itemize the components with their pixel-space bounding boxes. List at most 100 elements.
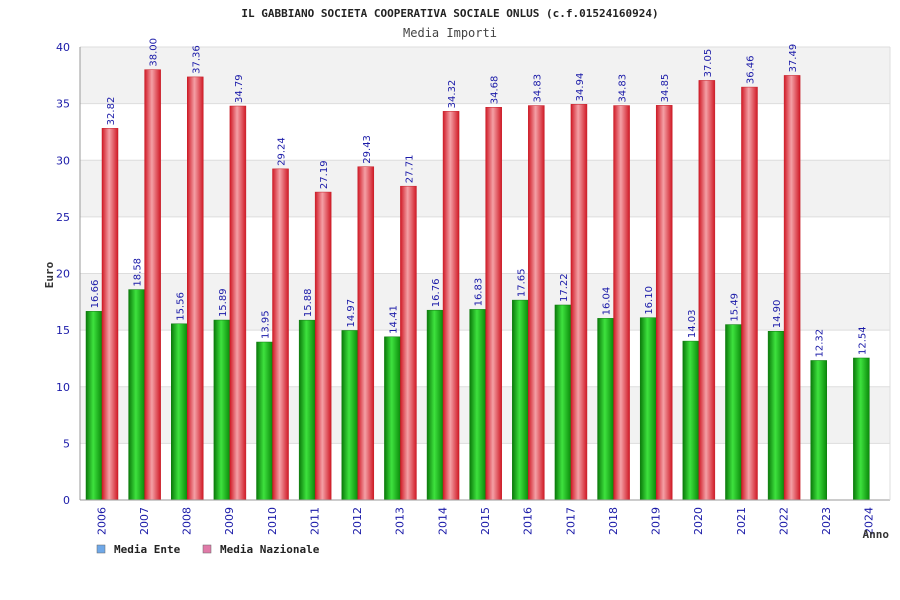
bar-media-ente xyxy=(597,318,614,501)
bar-media-ente xyxy=(213,319,231,501)
bar-data-label: 15.88 xyxy=(303,289,314,318)
bar-media-nazionale xyxy=(314,191,332,501)
bar-media-ente xyxy=(341,330,359,501)
bar-data-label: 17.65 xyxy=(516,268,527,297)
x-tick-label: 2020 xyxy=(692,507,705,535)
bar-data-label: 14.03 xyxy=(687,309,698,338)
y-tick-label: 30 xyxy=(56,154,70,167)
legend-swatch xyxy=(202,544,212,554)
bar-media-ente xyxy=(85,311,103,501)
bar-media-ente xyxy=(256,341,273,501)
x-tick-label: 2013 xyxy=(394,507,407,535)
bar-data-label: 16.76 xyxy=(431,279,442,308)
chart-subtitle: Media Importi xyxy=(403,26,497,40)
y-tick-label: 20 xyxy=(56,268,70,281)
bar-media-nazionale xyxy=(400,185,417,501)
x-tick-label: 2012 xyxy=(351,507,364,535)
bar-media-ente xyxy=(725,324,742,501)
bar-data-label: 27.71 xyxy=(404,155,415,184)
x-tick-label: 2017 xyxy=(564,507,577,535)
legend-swatch xyxy=(96,544,106,554)
legend-label: Media Ente xyxy=(114,543,181,556)
bar-data-label: 34.85 xyxy=(660,74,671,103)
bar-data-label: 17.22 xyxy=(559,273,570,302)
y-tick-label: 10 xyxy=(56,381,70,394)
bar-data-label: 37.36 xyxy=(191,45,202,74)
bar-data-label: 32.82 xyxy=(106,97,117,126)
bar-media-nazionale xyxy=(187,76,204,501)
bar-data-label: 18.58 xyxy=(133,258,144,287)
bar-data-label: 16.66 xyxy=(90,280,101,309)
x-axis-label: Anno xyxy=(863,528,890,541)
x-tick-label: 2019 xyxy=(650,507,663,535)
x-tick-label: 2023 xyxy=(820,507,833,535)
x-tick-label: 2010 xyxy=(266,507,279,535)
bar-media-ente xyxy=(384,336,401,501)
x-tick-label: 2008 xyxy=(181,507,194,535)
axes xyxy=(79,47,891,501)
x-tick-label: 2007 xyxy=(138,507,151,535)
bar-media-nazionale xyxy=(144,69,161,501)
bar-media-ente xyxy=(469,309,486,501)
bar-media-nazionale xyxy=(528,105,545,501)
bar-data-label: 14.97 xyxy=(346,299,357,328)
x-tick-label: 2009 xyxy=(223,507,236,535)
bar-media-nazionale xyxy=(570,104,588,501)
bar-media-nazionale xyxy=(741,86,758,501)
bar-data-label: 13.95 xyxy=(261,310,272,339)
bar-media-ente xyxy=(426,309,444,501)
bar-data-label: 38.00 xyxy=(149,38,160,67)
bar-media-ente xyxy=(639,317,657,501)
bar-data-label: 29.43 xyxy=(362,135,373,164)
bar-labels: 16.66 32.82 18.58 38.00 15.56 37.36 15.89 34.79… xyxy=(90,38,868,357)
bar-data-label: 34.83 xyxy=(618,74,629,103)
bar-media-ente xyxy=(512,299,529,501)
bar-data-label: 12.54 xyxy=(857,326,868,355)
y-tick-label: 40 xyxy=(56,41,70,54)
bar-data-label: 16.10 xyxy=(644,286,655,315)
bar-data-label: 34.83 xyxy=(532,74,543,103)
y-tick-label: 35 xyxy=(56,98,70,111)
bar-data-label: 16.04 xyxy=(602,287,613,316)
y-axis-label: Euro xyxy=(43,261,56,288)
bar-media-nazionale xyxy=(485,106,502,501)
bar-media-ente xyxy=(171,323,188,501)
bar-data-label: 27.19 xyxy=(319,160,330,189)
bar-media-ente xyxy=(810,360,827,501)
bar-media-ente xyxy=(682,340,700,501)
bar-data-label: 34.68 xyxy=(490,76,501,105)
bar-data-label: 14.41 xyxy=(388,305,399,334)
x-tick-labels: 2006 2007 2008 2009 2010 2011 2012 2013 2014 2015… xyxy=(95,507,875,535)
bar-data-label: 14.90 xyxy=(772,300,783,329)
bar-media-ente xyxy=(767,331,785,501)
bar-media-nazionale xyxy=(229,105,247,501)
chart-title: IL GABBIANO SOCIETA COOPERATIVA SOCIALE … xyxy=(241,7,658,20)
bar-media-nazionale xyxy=(655,105,673,501)
bar-data-label: 16.83 xyxy=(474,278,485,307)
bar-media-ente xyxy=(128,289,145,501)
bar-media-nazionale xyxy=(357,166,375,501)
bar-data-label: 34.32 xyxy=(447,80,458,109)
x-tick-label: 2022 xyxy=(777,507,790,535)
bar-media-nazionale xyxy=(272,168,289,501)
bar-data-label: 15.56 xyxy=(175,292,186,321)
bar-media-nazionale xyxy=(698,80,716,501)
legend-label: Media Nazionale xyxy=(220,543,320,556)
bar-data-label: 34.79 xyxy=(234,74,245,103)
y-tick-label: 15 xyxy=(56,324,70,337)
bar-data-label: 29.24 xyxy=(277,137,288,166)
bar-media-ente xyxy=(554,304,572,501)
x-tick-label: 2021 xyxy=(735,507,748,535)
bar-data-label: 15.49 xyxy=(729,293,740,322)
bar-data-label: 15.89 xyxy=(218,288,229,317)
x-tick-label: 2018 xyxy=(607,507,620,535)
x-tick-label: 2011 xyxy=(308,507,321,535)
x-tick-label: 2015 xyxy=(479,507,492,535)
bar-data-label: 34.94 xyxy=(575,73,586,102)
y-tick-labels: 0 5 10 15 20 25 30 35 40 xyxy=(56,41,70,507)
x-tick-label: 2024 xyxy=(863,507,876,535)
bar-data-label: 12.32 xyxy=(815,329,826,358)
bar-data-label: 37.49 xyxy=(788,44,799,73)
bar-media-nazionale xyxy=(442,111,460,501)
